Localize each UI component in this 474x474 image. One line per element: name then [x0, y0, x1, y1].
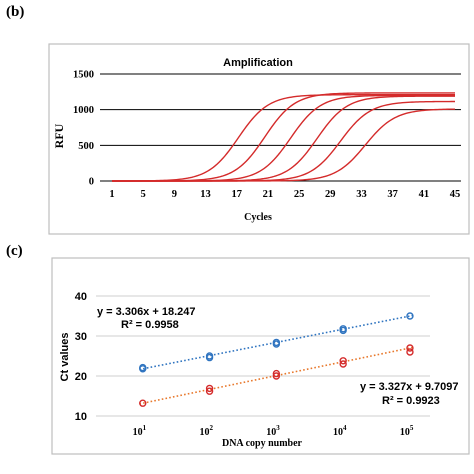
data-point-red: [205, 384, 214, 393]
panel-label-c: (c): [6, 243, 23, 259]
chart-b-xtick-label: 13: [200, 189, 211, 200]
blue-equation: y = 3.306x + 18.247: [97, 306, 195, 318]
chart-c-ytick-label: 20: [75, 371, 87, 383]
chart-c-xtick-label: 105: [400, 424, 414, 438]
chart-b-xtick-label: 25: [294, 189, 305, 200]
chart-b-xtick-label: 45: [450, 189, 461, 200]
data-point-blue: [339, 325, 347, 333]
amplification-chart: Amplification RFU Cycles 0 500 1000 1500 1 5…: [48, 43, 470, 235]
amplification-curve-1: [112, 93, 455, 182]
data-point-red: [339, 360, 347, 368]
amplification-curve-6: [112, 108, 456, 182]
panel-label-b: (b): [6, 4, 25, 20]
chart-c-ytick-label: 40: [75, 291, 87, 303]
chart-c-xlabel: DNA copy number: [222, 438, 303, 449]
data-point-red: [272, 369, 281, 378]
amplification-curve-4: [112, 95, 455, 182]
amplification-curve-3: [112, 94, 455, 182]
chart-b-title: Amplification: [223, 57, 293, 69]
data-point-red: [406, 348, 414, 356]
chart-c-yticks: 10 20 30 40: [75, 291, 87, 423]
chart-c-xtick-label: 101: [133, 424, 147, 438]
data-point-red: [205, 387, 214, 395]
data-point-red: [406, 344, 414, 352]
chart-b-xtick-label: 1: [109, 189, 114, 200]
data-point-blue: [406, 312, 414, 320]
chart-b-ytick-label: 1000: [73, 105, 94, 116]
chart-c-points: [139, 312, 414, 407]
data-point-red: [139, 399, 147, 407]
chart-b-xtick-label: 17: [231, 189, 242, 200]
chart-b-xtick-label: 33: [356, 189, 367, 200]
chart-b-xtick-label: 41: [419, 189, 430, 200]
trendline-orange: [139, 346, 414, 405]
chart-b-xticks: 1 5 9 13 17 21 25 29 33 37 41 45: [109, 189, 460, 200]
trendline-blue: [139, 314, 414, 371]
chart-b-frame: [48, 43, 470, 235]
chart-c-ylabel: Ct values: [59, 333, 71, 382]
data-point-red: [272, 372, 281, 380]
data-point-red: [339, 357, 347, 365]
data-point-blue: [205, 352, 214, 360]
chart-b-xtick-label: 9: [172, 189, 177, 200]
chart-c-ytick-label: 10: [75, 411, 87, 423]
chart-c-ytick-label: 30: [75, 331, 87, 343]
chart-b-gridlines: [100, 73, 461, 182]
chart-c-xticks: 101 102 103 104 105: [133, 424, 414, 438]
chart-b-xlabel: Cycles: [244, 212, 272, 223]
chart-c-trendlines: [139, 314, 414, 405]
chart-c-frame: [51, 257, 470, 455]
chart-c-xtick-label: 102: [199, 424, 213, 438]
chart-b-xtick-label: 21: [263, 189, 274, 200]
chart-b-ytick-label: 500: [78, 141, 94, 152]
chart-c-xtick-label: 103: [266, 424, 280, 438]
chart-b-xtick-label: 5: [141, 189, 146, 200]
chart-b-yticks: 0 500 1000 1500: [73, 70, 94, 188]
chart-c-xtick-label: 104: [333, 424, 347, 438]
data-point-blue: [272, 338, 281, 347]
chart-b-xtick-label: 37: [387, 189, 398, 200]
amplification-curve-2: [112, 92, 455, 182]
chart-b-ylabel: RFU: [52, 123, 66, 148]
data-point-blue: [139, 363, 147, 372]
chart-b-xtick-label: 29: [325, 189, 336, 200]
chart-b-series: [112, 92, 456, 182]
chart-b-ytick-label: 0: [89, 177, 94, 188]
blue-r2: R² = 0.9958: [121, 319, 179, 331]
chart-c-gridlines: [96, 295, 430, 417]
orange-r2: R² = 0.9923: [382, 395, 440, 407]
orange-equation: y = 3.327x + 9.7097: [360, 381, 458, 393]
chart-b-ytick-label: 1500: [73, 70, 94, 81]
